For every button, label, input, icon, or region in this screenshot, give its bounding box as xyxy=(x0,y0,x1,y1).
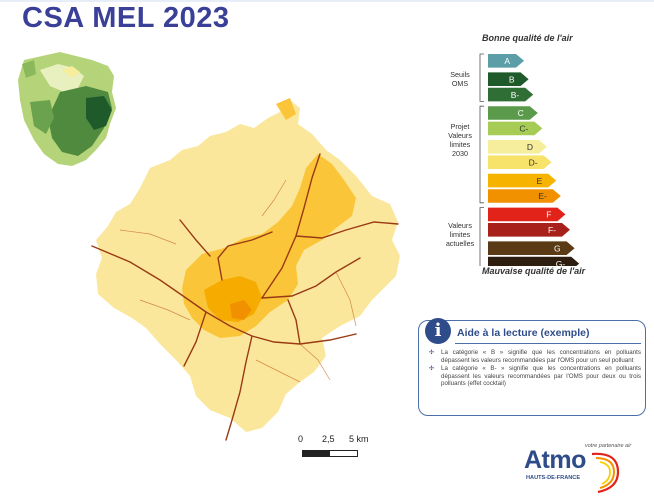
legend-bracket xyxy=(479,53,484,102)
reading-help-title: Aide à la lecture (exemple) xyxy=(457,327,590,339)
svg-text:C: C xyxy=(518,108,524,118)
reading-help-divider xyxy=(455,343,641,344)
legend-class-A: A xyxy=(488,54,524,68)
svg-text:D-: D- xyxy=(529,157,538,167)
svg-text:E: E xyxy=(537,176,543,186)
legend-scale: AB B- C C- D D- E E- F F- G G- xyxy=(479,53,580,266)
legend-group-actuelles: Valeurs limites actuelles xyxy=(445,221,475,248)
legend-class-C-minus: C- xyxy=(488,121,543,136)
legend-class-C: C xyxy=(488,106,538,120)
reading-help-list: ✣ La catégorie « B » signifie que les co… xyxy=(429,349,641,389)
svg-text:G-: G- xyxy=(556,259,566,266)
legend-bracket xyxy=(479,207,484,266)
scale-tick-0: 0 xyxy=(298,434,304,444)
legend-class-G: G xyxy=(488,241,575,255)
top-divider xyxy=(0,0,654,2)
svg-text:A: A xyxy=(504,56,510,66)
scale-tick-1: 2,5 xyxy=(322,434,335,444)
scale-tick-2: 5 km xyxy=(349,434,369,444)
legend-class-D-minus: D- xyxy=(488,155,552,169)
legend-class-F: F xyxy=(488,207,566,222)
svg-text:G: G xyxy=(554,243,561,253)
list-item: ✣ La catégorie « B » signifie que les co… xyxy=(429,349,641,364)
bullet-icon: ✣ xyxy=(429,365,435,373)
legend-bracket xyxy=(479,105,484,204)
legend-bottom-label: Mauvaise qualité de l'air xyxy=(482,266,586,276)
legend-top-label: Bonne qualité de l'air xyxy=(482,33,573,43)
legend-class-B: B xyxy=(488,72,529,86)
reading-help-box: i Aide à la lecture (exemple) ✣ La catég… xyxy=(418,318,646,416)
svg-text:F: F xyxy=(546,210,551,220)
logo-swoosh-icon xyxy=(591,452,620,494)
atmo-logo: votre partenaire air Atmo HAUTS-DE-FRANC… xyxy=(522,440,632,500)
inset-regional-map xyxy=(18,52,116,166)
svg-text:B: B xyxy=(509,74,515,84)
legend-group-oms: Seuils OMS xyxy=(450,70,470,88)
legend-class-F-minus: F- xyxy=(488,223,570,237)
legend-class-E: E xyxy=(488,173,557,188)
bullet-icon: ✣ xyxy=(429,349,435,356)
info-icon: i xyxy=(425,318,451,344)
svg-text:F-: F- xyxy=(548,225,556,235)
scale-bar xyxy=(302,450,358,457)
legend-class-B-minus: B- xyxy=(488,87,534,102)
svg-text:D: D xyxy=(527,142,533,152)
page-title: CSA MEL 2023 xyxy=(22,2,230,34)
legend-class-E-minus: E- xyxy=(488,189,561,203)
svg-text:B-: B- xyxy=(511,90,520,100)
legend-group-2030: Projet Valeurs limites 2030 xyxy=(448,122,472,158)
svg-text:C-: C- xyxy=(519,124,528,134)
list-item: ✣ La catégorie « B- » signifie que les c… xyxy=(429,365,641,388)
legend-class-D: D xyxy=(488,140,547,154)
svg-text:E-: E- xyxy=(538,191,547,201)
mel-territory xyxy=(91,98,400,441)
legend-class-G-minus: G- xyxy=(488,256,580,266)
